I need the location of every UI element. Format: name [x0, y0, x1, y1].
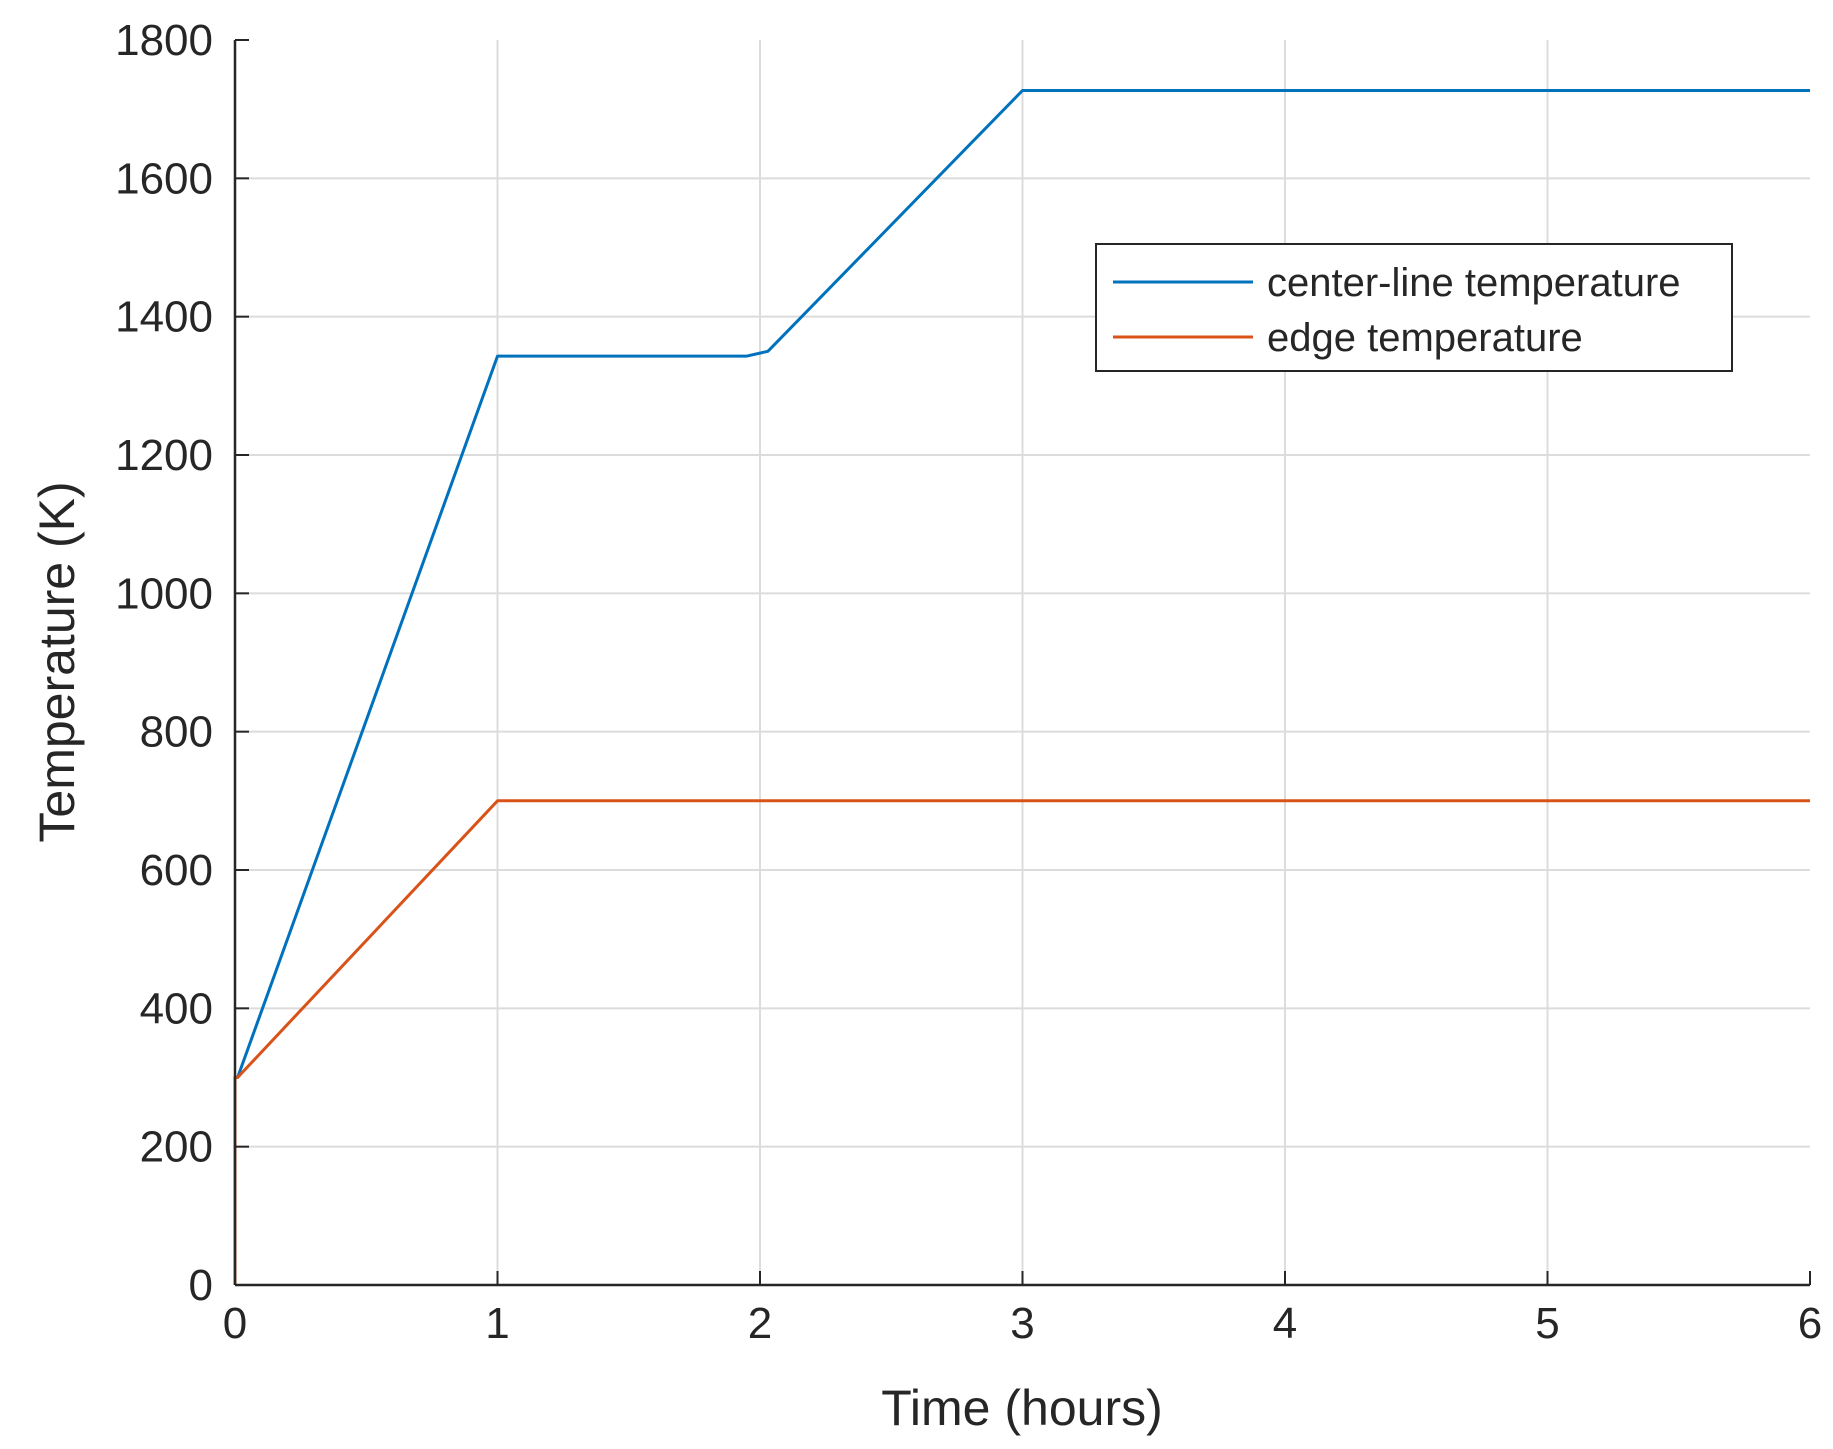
y-tick-label: 1800 [115, 16, 213, 65]
axes [233, 39, 1811, 1287]
x-tick-label: 4 [1273, 1299, 1297, 1348]
x-tick-label: 0 [223, 1299, 247, 1348]
x-tick-label: 2 [748, 1299, 772, 1348]
x-axis-label: Time (hours) [881, 1380, 1163, 1436]
y-tick-label: 1200 [115, 431, 213, 480]
x-tick-label: 6 [1798, 1299, 1822, 1348]
legend: center-line temperature edge temperature [1095, 243, 1733, 372]
legend-box [1095, 243, 1733, 372]
y-tick-label: 1600 [115, 154, 213, 203]
x-tick-label: 5 [1535, 1299, 1559, 1348]
y-tick-label: 200 [140, 1123, 213, 1172]
y-tick-label: 800 [140, 708, 213, 757]
tick-labels: 0 1 2 3 4 5 6 0 200 400 600 800 1000 1200 1400 1600 1800 [115, 16, 1822, 1348]
grid-lines [235, 40, 1810, 1285]
y-tick-label: 1000 [115, 569, 213, 618]
x-tick-label: 3 [1010, 1299, 1034, 1348]
legend-label-center-line: center-line temperature [1267, 261, 1681, 305]
x-tick-label: 1 [485, 1299, 509, 1348]
legend-label-edge: edge temperature [1267, 316, 1583, 360]
y-axis-label: Temperature (K) [29, 481, 85, 842]
y-tick-label: 0 [189, 1261, 213, 1310]
y-tick-label: 600 [140, 846, 213, 895]
y-tick-label: 1400 [115, 293, 213, 342]
y-tick-label: 400 [140, 984, 213, 1033]
